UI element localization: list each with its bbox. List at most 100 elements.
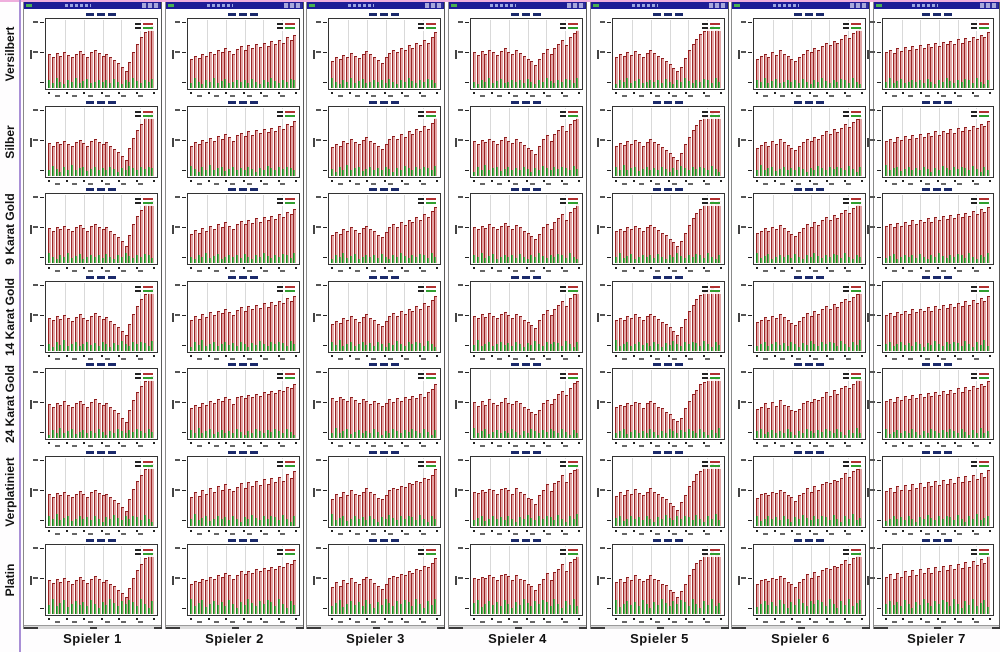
bar-slot bbox=[101, 198, 106, 264]
red-bar bbox=[576, 553, 580, 614]
green-bar bbox=[817, 82, 820, 88]
bar-slot bbox=[293, 373, 297, 439]
green-bar bbox=[151, 167, 154, 176]
scroll-left-mark[interactable] bbox=[591, 627, 605, 629]
x-axis-tick bbox=[756, 354, 758, 357]
chart-cell-versilbert-spieler-4 bbox=[449, 13, 588, 104]
x-axis-tick-label bbox=[263, 182, 268, 185]
green-bar bbox=[78, 605, 81, 614]
legend-entry-series-green bbox=[702, 464, 720, 468]
window-buttons[interactable] bbox=[425, 3, 443, 8]
y-axis-tick-label bbox=[175, 371, 180, 374]
green-bar bbox=[197, 254, 200, 264]
green-bar bbox=[197, 344, 200, 351]
x-axis-tick bbox=[685, 617, 687, 620]
window-titlebar[interactable] bbox=[591, 2, 728, 9]
red-bar bbox=[151, 376, 155, 439]
plot-legend bbox=[558, 546, 580, 557]
legend-entry-series-green bbox=[560, 289, 578, 293]
plot-frame bbox=[187, 456, 300, 528]
plot-frame bbox=[612, 193, 725, 266]
scroll-right-mark[interactable] bbox=[579, 627, 587, 629]
y-axis-title bbox=[172, 137, 174, 147]
green-bar bbox=[832, 254, 835, 264]
legend-label-smudge bbox=[560, 289, 566, 292]
window-titlebar[interactable] bbox=[732, 2, 869, 9]
y-axis-tick bbox=[748, 257, 752, 259]
green-bar bbox=[132, 342, 135, 351]
window-titlebar[interactable] bbox=[307, 2, 444, 9]
window-scroll-strip[interactable] bbox=[591, 625, 729, 629]
y-axis-tick-label bbox=[175, 459, 180, 461]
green-bar bbox=[657, 80, 660, 88]
green-bar bbox=[350, 433, 353, 439]
window-scroll-strip[interactable] bbox=[166, 625, 304, 629]
scroll-left-mark[interactable] bbox=[449, 627, 463, 629]
bar-slot bbox=[93, 111, 98, 176]
green-bar bbox=[645, 167, 648, 176]
green-bar bbox=[672, 167, 675, 176]
green-bar bbox=[844, 516, 847, 526]
scroll-right-mark[interactable] bbox=[296, 627, 304, 629]
green-bar bbox=[93, 433, 96, 439]
window-buttons[interactable] bbox=[284, 3, 302, 8]
window-scroll-strip[interactable] bbox=[449, 625, 587, 629]
scroll-right-mark[interactable] bbox=[154, 627, 162, 629]
green-bar bbox=[143, 514, 146, 526]
green-bar bbox=[683, 168, 686, 176]
window-titlebar[interactable] bbox=[166, 2, 303, 9]
green-bar bbox=[657, 170, 660, 176]
plot-legend bbox=[558, 283, 580, 294]
window-buttons[interactable] bbox=[142, 3, 160, 8]
y-axis-tick bbox=[607, 139, 611, 141]
green-bar bbox=[407, 602, 410, 614]
x-axis-tick-label bbox=[480, 270, 485, 273]
scroll-left-mark[interactable] bbox=[24, 627, 38, 629]
scroll-thumb[interactable] bbox=[232, 627, 239, 629]
green-bar bbox=[763, 518, 766, 526]
green-bar bbox=[771, 429, 774, 439]
window-scroll-strip[interactable] bbox=[24, 625, 162, 629]
scroll-left-mark[interactable] bbox=[166, 627, 180, 629]
x-axis-tick-label bbox=[72, 533, 77, 535]
window-buttons[interactable] bbox=[850, 3, 868, 8]
green-bar bbox=[255, 344, 258, 351]
x-axis-tick bbox=[48, 530, 50, 532]
plot-legend bbox=[841, 196, 863, 207]
scroll-thumb[interactable] bbox=[515, 627, 522, 629]
scroll-left-mark[interactable] bbox=[307, 627, 321, 629]
bar-slot bbox=[97, 286, 102, 351]
scroll-right-mark[interactable] bbox=[721, 627, 729, 629]
x-axis-tick bbox=[809, 267, 811, 270]
scroll-thumb[interactable] bbox=[373, 627, 380, 629]
panel-title-text bbox=[368, 100, 399, 104]
green-bar bbox=[680, 82, 683, 88]
x-axis-tick bbox=[436, 92, 438, 94]
green-bar bbox=[376, 431, 379, 439]
window-buttons[interactable] bbox=[567, 3, 585, 8]
bar-slot bbox=[124, 23, 129, 88]
green-bar bbox=[557, 254, 560, 264]
green-bar bbox=[369, 515, 372, 526]
y-axis-tick-label bbox=[458, 108, 463, 111]
green-bar bbox=[794, 254, 797, 264]
scroll-thumb[interactable] bbox=[657, 627, 664, 629]
panel-title-text bbox=[85, 451, 116, 454]
green-bar bbox=[48, 605, 50, 614]
red-bar bbox=[113, 148, 117, 176]
scroll-thumb[interactable] bbox=[90, 627, 97, 629]
window-buttons[interactable] bbox=[709, 3, 727, 8]
x-axis-tick bbox=[791, 267, 793, 270]
scroll-right-mark[interactable] bbox=[437, 627, 445, 629]
x-axis-tick-label bbox=[371, 533, 376, 535]
y-axis-title bbox=[455, 488, 457, 497]
window-titlebar[interactable] bbox=[24, 2, 161, 9]
green-bar bbox=[703, 601, 706, 614]
red-bar bbox=[143, 32, 147, 88]
window-titlebar[interactable] bbox=[449, 2, 586, 9]
window-scroll-strip[interactable] bbox=[307, 625, 445, 629]
x-axis-tick-label bbox=[622, 620, 627, 623]
y-axis-tick bbox=[465, 257, 469, 259]
plot-frame bbox=[470, 543, 583, 616]
green-bar bbox=[703, 258, 706, 264]
